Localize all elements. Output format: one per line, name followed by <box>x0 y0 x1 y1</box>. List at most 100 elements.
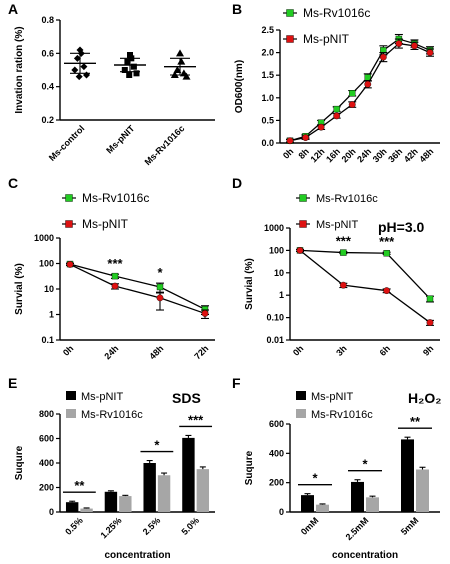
y-tick-label: 400 <box>39 458 54 468</box>
panel-note: SDS <box>172 390 201 406</box>
y-tick-label: 0.5 <box>261 115 274 125</box>
y-tick-label: 1000 <box>264 223 284 233</box>
significance-label: *** <box>336 234 352 249</box>
x-tick-label: 16h <box>324 146 342 164</box>
y-tick-label: 0.1 <box>41 335 54 345</box>
series-line <box>299 249 431 300</box>
series-line <box>289 42 431 142</box>
x-tick-label: Ms-pNIT <box>104 123 137 156</box>
legend-label: Ms-pNIT <box>81 391 123 403</box>
x-tick-label: 36h <box>386 146 404 164</box>
legend-marker <box>299 220 307 228</box>
x-tick-label: Ms-control <box>47 123 87 163</box>
panel-a: 0.2 0.4 0.6 0.8 Invation ration (%) Ms-contro… <box>14 15 215 167</box>
x-tick-label: 1.25% <box>98 515 123 540</box>
series-line <box>69 263 206 315</box>
significance-label: * <box>154 438 160 453</box>
data-point <box>66 261 74 268</box>
legend-swatch <box>66 409 76 418</box>
data-point <box>348 101 356 108</box>
y-axis-label: Invation ration (%) <box>14 26 25 113</box>
x-axis-label: concentration <box>332 550 398 561</box>
data-point <box>339 281 347 289</box>
legend-label: Ms-pNIT <box>303 32 350 46</box>
legend-swatch <box>296 409 306 418</box>
y-tick-label: 400 <box>269 448 284 458</box>
data-point <box>73 54 81 62</box>
data-point <box>201 310 209 317</box>
legend-label: Ms-Rv1016c <box>82 191 149 205</box>
data-point <box>176 49 184 57</box>
x-tick-label: 5mM <box>399 515 421 537</box>
bar <box>182 437 195 512</box>
data-point <box>156 294 164 302</box>
data-point <box>286 137 294 145</box>
data-point <box>71 66 79 74</box>
panel-letter: E <box>8 375 17 391</box>
x-tick-label: 72h <box>192 343 210 361</box>
panel-letter: D <box>232 175 242 191</box>
data-point <box>379 53 387 61</box>
data-point <box>349 90 356 97</box>
data-point <box>395 40 403 47</box>
x-tick-label: 12h <box>308 146 326 164</box>
data-point <box>426 319 434 326</box>
data-point <box>156 283 164 291</box>
y-tick-label: 600 <box>269 419 284 429</box>
y-tick-label: 1.0 <box>261 93 274 103</box>
data-point <box>317 123 325 131</box>
legend-swatch <box>66 391 76 400</box>
legend-marker <box>286 35 294 43</box>
legend-label: Ms-Rv1016c <box>316 193 378 205</box>
y-tick-label: 200 <box>269 478 284 488</box>
data-point <box>124 58 131 65</box>
data-point <box>340 249 347 256</box>
x-tick-label: 24h <box>355 146 373 164</box>
y-tick-label: 800 <box>39 409 54 419</box>
y-tick-label: 0.01 <box>266 335 284 345</box>
y-axis-label: Survial (%) <box>244 258 255 310</box>
data-point <box>177 57 186 65</box>
data-point <box>364 80 372 88</box>
significance-label: * <box>157 265 163 280</box>
panel-d: 0.01 0.10 1 10 100 1000 Survial (%) 0h 3h 6h 9h Ms-… <box>244 193 440 358</box>
panel-letter: B <box>232 1 242 17</box>
y-tick-label: 2.0 <box>261 48 274 58</box>
data-point <box>302 134 309 141</box>
data-point <box>333 105 340 113</box>
bar <box>104 491 118 512</box>
data-point <box>173 66 182 73</box>
legend-marker <box>65 220 73 228</box>
y-tick-label: 0.0 <box>261 138 274 148</box>
y-tick-label: 10 <box>44 284 54 294</box>
x-tick-label: 2.5% <box>141 515 163 537</box>
panel-letter: F <box>232 375 241 391</box>
x-axis-label: concentration <box>104 550 170 561</box>
y-tick-label: 200 <box>39 483 54 493</box>
y-axis-label: OD600(nm) <box>234 60 245 113</box>
legend-label: Ms-Rv1016c <box>303 6 370 20</box>
panel-note: pH=3.0 <box>378 219 425 235</box>
bar <box>351 481 364 512</box>
x-tick-label: 6h <box>378 343 393 358</box>
significance-label: *** <box>107 256 123 271</box>
x-tick-label: 48h <box>147 343 165 361</box>
series-line <box>69 263 206 310</box>
bar <box>416 469 429 512</box>
significance-label: *** <box>188 412 204 427</box>
data-point <box>333 112 341 120</box>
x-tick-label: 42h <box>402 146 420 164</box>
panel-c: 0.1 1 10 100 1000 Survial (%) 0h 24h 48h 72h Ms-Rv… <box>14 191 215 361</box>
x-tick-label: 24h <box>102 343 120 361</box>
bar <box>401 439 414 512</box>
significance-label: * <box>362 457 368 472</box>
y-tick-label: 0.6 <box>41 48 54 58</box>
data-point <box>121 67 128 73</box>
data-point <box>127 52 133 58</box>
x-tick-label: 9h <box>421 343 436 358</box>
x-tick-label: 30h <box>371 146 389 164</box>
significance-label: * <box>312 471 318 486</box>
